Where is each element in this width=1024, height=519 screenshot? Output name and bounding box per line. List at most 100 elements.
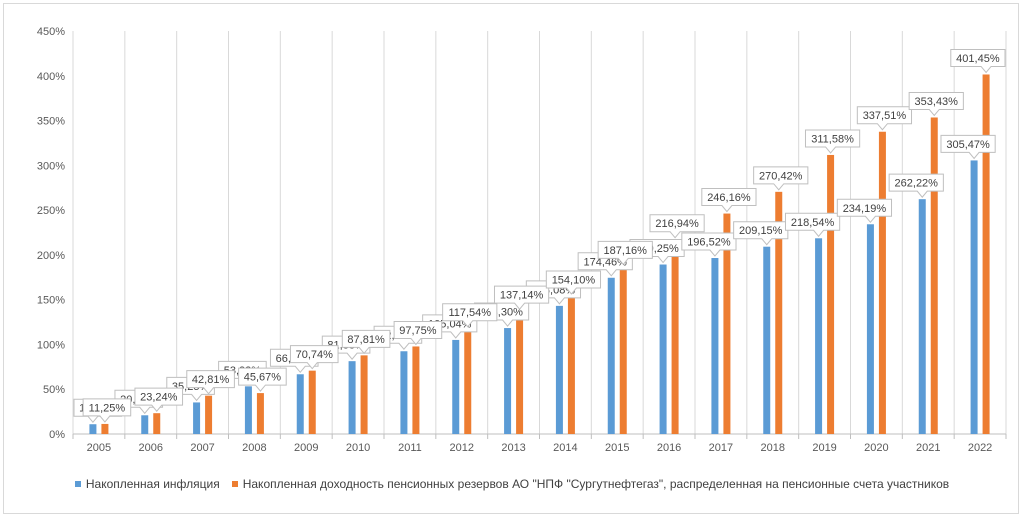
data-label-inflation: 218,54% [791,217,835,229]
bar-inflation [244,386,252,434]
data-label-yield-box [341,329,391,355]
bar-inflation [763,246,771,434]
bar-inflation [866,224,874,434]
x-tick-label: 2020 [864,442,888,454]
bar-inflation [348,361,356,434]
bar-yield [205,395,213,434]
data-label-yield: 337,51% [863,110,907,122]
bar-yield [101,423,109,434]
bar-inflation [607,277,615,434]
data-label-yield-box [649,214,705,239]
bar-inflation [555,305,563,434]
bar-inflation [400,351,408,434]
bar-inflation [918,199,926,434]
x-tick-label: 2006 [139,442,163,454]
bar-yield [464,328,472,434]
bar-inflation [659,264,667,434]
x-tick-label: 2019 [812,442,836,454]
data-label-yield-box [82,398,132,423]
data-label-yield: 70,74% [296,349,334,361]
x-tick-label: 2009 [294,442,318,454]
data-label-yield-box [134,387,184,412]
bar-yield [982,74,990,435]
legend-swatch-yield [231,481,238,487]
data-label-inflation: 234,19% [843,203,887,215]
bar-inflation [711,258,719,434]
data-label-yield: 117,54% [448,307,491,319]
bar-inflation [970,160,978,435]
y-tick-label: 150% [37,295,65,307]
bar-yield [723,213,731,434]
bar-yield [567,295,575,434]
data-label-yield: 87,81% [347,334,385,346]
data-label-yield: 45,67% [244,372,282,384]
data-label-inflation: 262,22% [895,178,939,190]
legend-label-inflation: Накопленная инфляция [85,477,220,491]
data-label-inflation: 174,46% [584,256,628,268]
x-tick-label: 2014 [553,442,577,454]
y-tick-label: 200% [37,250,65,262]
y-tick-label: 100% [37,339,65,351]
data-label-yield: 187,16% [604,245,648,257]
x-tick-label: 2005 [87,442,111,454]
bar-yield [775,191,783,434]
x-tick-label: 2008 [242,442,266,454]
legend-label-yield: Накопленная доходность пенсионных резерв… [242,477,950,491]
bar-yield [360,355,368,434]
bar-yield [308,370,316,434]
data-label-yield: 154,10% [552,274,596,286]
y-tick-label: 50% [43,384,65,396]
y-tick-label: 0% [49,429,65,441]
bar-yield [619,266,627,434]
x-tick-label: 2018 [761,442,785,454]
bar-inflation [504,328,512,434]
bar-yield [671,239,679,434]
x-tick-label: 2016 [657,442,681,454]
x-tick-label: 2021 [916,442,940,454]
data-label-yield-box [597,240,653,266]
x-tick-label: 2011 [398,442,422,454]
bar-yield [153,413,161,434]
data-label-yield: 246,16% [707,192,751,204]
bar-yield [827,154,835,434]
data-label-yield-box [908,91,964,117]
data-label-inflation-box [888,173,944,198]
legend-item-inflation: Накопленная инфляция [74,477,220,491]
legend-swatch-inflation [74,481,81,487]
bar-inflation [815,238,823,434]
data-label-yield-box [238,367,287,392]
data-label-yield-box [950,48,1006,74]
data-label-yield: 401,45% [956,53,1000,65]
data-label-yield-box [289,345,339,370]
data-label-inflation-box [836,198,893,224]
x-tick-label: 2012 [450,442,474,454]
y-tick-label: 350% [37,116,65,128]
data-label-yield: 311,58% [811,133,854,145]
x-tick-label: 2015 [605,442,629,454]
data-label-yield: 23,24% [140,392,178,404]
bar-yield [412,346,420,434]
data-label-yield-box [701,188,757,213]
bar-inflation [89,424,97,434]
x-tick-label: 2007 [190,442,214,454]
legend-item-yield: Накопленная доходность пенсионных резерв… [231,477,950,491]
data-label-inflation: 305,47% [946,139,990,151]
bar-inflation [141,415,149,434]
bar-yield [930,117,938,435]
data-label-yield-box [753,166,809,191]
data-label-yield: 137,14% [500,290,544,302]
data-label-yield: 353,43% [915,96,959,108]
bar-yield [878,131,886,435]
y-tick-label: 300% [37,160,65,172]
bar-yield [516,311,524,434]
data-label-yield: 270,42% [759,170,803,182]
data-label-yield-box [186,370,235,395]
data-label-inflation-box [940,134,996,160]
y-tick-label: 400% [37,71,65,83]
bar-inflation [193,402,201,434]
y-tick-label: 250% [37,205,65,217]
x-tick-label: 2010 [346,442,370,454]
x-tick-label: 2017 [709,442,733,454]
y-tick-label: 450% [37,26,65,38]
